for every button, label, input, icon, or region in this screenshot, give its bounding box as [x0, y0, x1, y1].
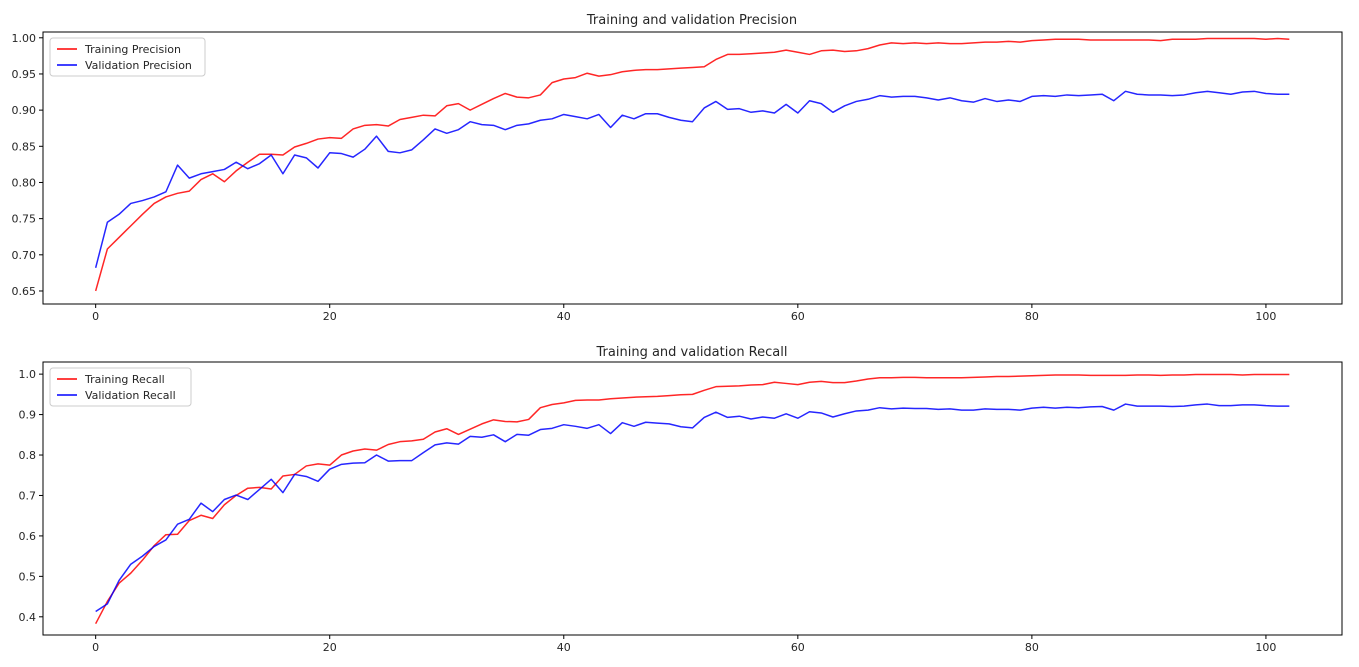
- recall-plot-frame: [42, 361, 1343, 636]
- precision-y-tick-label: 0.70: [12, 249, 37, 262]
- precision-x-tick-label: 80: [1025, 310, 1039, 323]
- precision-x-tick-label: 20: [323, 310, 337, 323]
- recall-y-tick-label: 0.5: [19, 570, 37, 583]
- precision-series-line-training: [94, 37, 1290, 292]
- precision-x-tick-label: 0: [92, 310, 99, 323]
- recall-y-tick-label: 0.4: [19, 611, 37, 624]
- recall-y-axis: 0.4 0.5 0.6 0.7 0.8 0.9 1.0: [19, 368, 43, 624]
- precision-plot-frame: [42, 31, 1343, 305]
- recall-legend-label-validation: Validation Recall: [85, 389, 176, 402]
- recall-y-tick-label: 0.8: [19, 449, 37, 462]
- precision-legend-label-training: Training Precision: [84, 43, 181, 56]
- recall-x-tick-label: 40: [557, 641, 571, 654]
- precision-y-tick-label: 0.75: [12, 213, 37, 226]
- precision-series-line-validation: [94, 90, 1290, 269]
- recall-y-tick-label: 0.6: [19, 530, 37, 543]
- precision-chart-title: Training and validation Precision: [586, 13, 797, 28]
- precision-legend-label-validation: Validation Precision: [85, 59, 192, 72]
- recall-x-tick-label: 60: [791, 641, 805, 654]
- precision-legend-box: [49, 37, 206, 77]
- precision-x-tick-label: 100: [1255, 310, 1276, 323]
- recall-series-layer: [94, 373, 1290, 625]
- recall-x-tick-label: 100: [1255, 641, 1276, 654]
- precision-x-axis: 0 20 40 60 80 100: [92, 304, 1276, 323]
- precision-x-tick-label: 40: [557, 310, 571, 323]
- recall-y-tick-label: 0.7: [19, 489, 37, 502]
- precision-y-axis: 0.65 0.70 0.75 0.80 0.85 0.90 0.95 1.00: [12, 32, 43, 298]
- recall-legend-label-training: Training Recall: [84, 373, 165, 386]
- recall-x-tick-label: 80: [1025, 641, 1039, 654]
- recall-y-tick-label: 1.0: [19, 368, 37, 381]
- precision-y-tick-label: 0.85: [12, 140, 37, 153]
- recall-legend: Training Recall Validation Recall: [49, 367, 192, 407]
- recall-y-tick-label: 0.9: [19, 409, 37, 422]
- recall-chart-title: Training and validation Recall: [596, 345, 788, 360]
- recall-series-line-validation: [95, 403, 1290, 613]
- precision-x-tick-label: 60: [791, 310, 805, 323]
- recall-x-tick-label: 0: [92, 641, 99, 654]
- precision-subplot: Training and validation Precision 0 20 40 6…: [12, 13, 1343, 323]
- precision-y-tick-label: 0.65: [12, 285, 37, 298]
- recall-subplot: Training and validation Recall 0 20 40 60 80…: [19, 345, 1343, 654]
- precision-y-tick-label: 0.80: [12, 176, 37, 189]
- precision-series-layer: [94, 37, 1290, 292]
- precision-y-tick-label: 1.00: [12, 32, 37, 45]
- recall-x-tick-label: 20: [323, 641, 337, 654]
- precision-y-tick-label: 0.90: [12, 104, 37, 117]
- recall-x-axis: 0 20 40 60 80 100: [92, 635, 1276, 654]
- precision-legend: Training Precision Validation Precision: [49, 37, 206, 77]
- recall-legend-box: [49, 367, 192, 407]
- precision-y-tick-label: 0.95: [12, 68, 37, 81]
